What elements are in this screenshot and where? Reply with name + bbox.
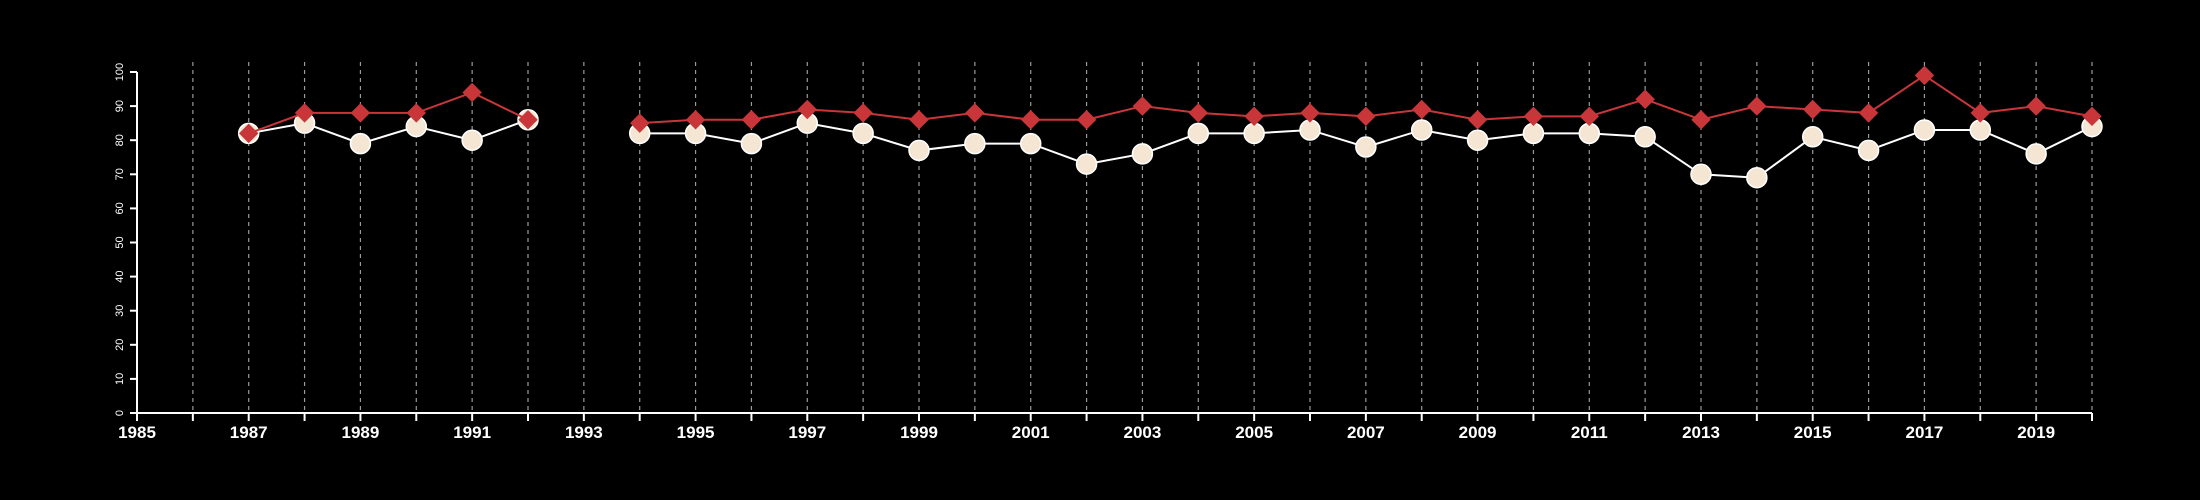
point-circle-2018: [1969, 119, 1992, 141]
point-circle-2007: [1355, 136, 1377, 158]
y-tick-label-100: 100: [114, 63, 126, 81]
axes-layer: 0 10 20 30 40 50 60 70 80 90 100 1985 1987 1989 1991 19…: [114, 63, 2093, 442]
point-diamond-2008: [1412, 99, 1432, 120]
point-circle-1998: [852, 122, 874, 145]
y-tick-label-40: 40: [114, 270, 126, 282]
y-tick-label-80: 80: [114, 134, 126, 146]
point-diamond-2004: [1188, 103, 1208, 123]
point-diamond-2015: [1803, 99, 1823, 120]
x-tick-label-2019: 2019: [2017, 423, 2055, 442]
y-tick-label-70: 70: [114, 168, 126, 180]
point-diamond-1992: [518, 110, 538, 130]
series-circle: [237, 108, 2103, 189]
point-circle-2004: [1187, 122, 1210, 145]
point-circle-2016: [1857, 139, 1880, 162]
point-diamond-1990: [406, 103, 426, 123]
point-diamond-2006: [1300, 103, 1320, 123]
x-tick-label-1985: 1985: [118, 423, 156, 442]
series-circle-line-0: [248, 118, 529, 145]
y-tick-label-0: 0: [114, 410, 126, 416]
point-diamond-1989: [350, 103, 371, 123]
point-circle-2019: [2025, 143, 2047, 165]
y-tick-label-20: 20: [114, 339, 126, 351]
point-circle-1991: [461, 129, 483, 151]
point-circle-2009: [1466, 129, 1489, 151]
point-diamond-1994: [630, 113, 650, 133]
point-diamond-1997: [797, 99, 817, 120]
series-layer: [237, 65, 2103, 189]
point-circle-2000: [964, 132, 986, 155]
point-circle-2012: [1634, 126, 1656, 148]
point-circle-2003: [1131, 143, 1154, 165]
point-circle-2011: [1578, 122, 1601, 145]
point-diamond-2010: [1523, 106, 1544, 127]
point-diamond-2017: [1914, 65, 1935, 86]
x-tick-label-2001: 2001: [1012, 423, 1050, 442]
point-circle-2014: [1746, 166, 1768, 189]
point-diamond-2018: [1970, 103, 1990, 123]
x-tick-label-2007: 2007: [1347, 423, 1385, 442]
x-tick-label-1999: 1999: [900, 423, 938, 442]
point-diamond-2019: [2026, 96, 2046, 116]
x-tick-label-2017: 2017: [1906, 423, 1944, 442]
point-diamond-2005: [1244, 106, 1264, 127]
x-tick-label-1991: 1991: [453, 423, 491, 442]
point-circle-2002: [1075, 153, 1098, 175]
series-diamond-line-0: [248, 91, 529, 135]
x-tick-label-2005: 2005: [1235, 423, 1273, 442]
y-tick-label-10: 10: [114, 373, 126, 385]
point-diamond-1999: [909, 110, 929, 130]
point-circle-2008: [1410, 119, 1433, 141]
y-tick-label-30: 30: [114, 305, 126, 317]
point-circle-2017: [1913, 119, 1936, 141]
point-diamond-2020: [2082, 106, 2102, 127]
point-circle-2005: [1243, 122, 1265, 145]
series-diamond: [239, 65, 2102, 144]
point-circle-2006: [1299, 119, 1321, 141]
point-diamond-1996: [741, 110, 762, 130]
point-diamond-1988: [294, 103, 315, 123]
point-diamond-1987: [239, 123, 259, 144]
x-tick-label-1987: 1987: [230, 423, 268, 442]
x-tick-label-1997: 1997: [788, 423, 826, 442]
point-diamond-1995: [685, 110, 706, 130]
point-diamond-2011: [1579, 106, 1599, 127]
x-tick-label-1993: 1993: [565, 423, 603, 442]
x-tick-label-2011: 2011: [1571, 423, 1608, 442]
y-tick-label-50: 50: [114, 236, 126, 248]
x-tick-label-2015: 2015: [1794, 423, 1832, 442]
point-diamond-2009: [1467, 110, 1488, 130]
x-tick-label-1995: 1995: [677, 423, 715, 442]
point-circle-2001: [1019, 132, 1042, 155]
point-circle-2013: [1690, 163, 1712, 186]
point-circle-1996: [740, 132, 763, 155]
point-diamond-2002: [1076, 110, 1097, 130]
point-circle-1989: [349, 132, 372, 155]
point-diamond-2014: [1747, 96, 1767, 116]
y-tick-label-90: 90: [114, 100, 126, 112]
x-tick-label-2003: 2003: [1124, 423, 1162, 442]
point-diamond-2012: [1635, 89, 1655, 109]
point-diamond-1998: [853, 103, 873, 123]
x-tick-label-2013: 2013: [1682, 423, 1720, 442]
point-diamond-2001: [1021, 110, 1041, 130]
x-tick-label-2009: 2009: [1459, 423, 1497, 442]
x-tick-label-1989: 1989: [342, 423, 380, 442]
point-circle-2015: [1801, 126, 1824, 148]
point-diamond-2007: [1356, 106, 1376, 127]
point-diamond-2003: [1132, 96, 1153, 116]
point-diamond-1991: [462, 82, 482, 103]
y-tick-label-60: 60: [114, 202, 126, 214]
point-diamond-2013: [1691, 110, 1711, 130]
point-diamond-2000: [965, 103, 985, 123]
point-circle-2010: [1522, 122, 1545, 145]
point-circle-1999: [908, 139, 930, 162]
point-diamond-2016: [1858, 103, 1879, 123]
